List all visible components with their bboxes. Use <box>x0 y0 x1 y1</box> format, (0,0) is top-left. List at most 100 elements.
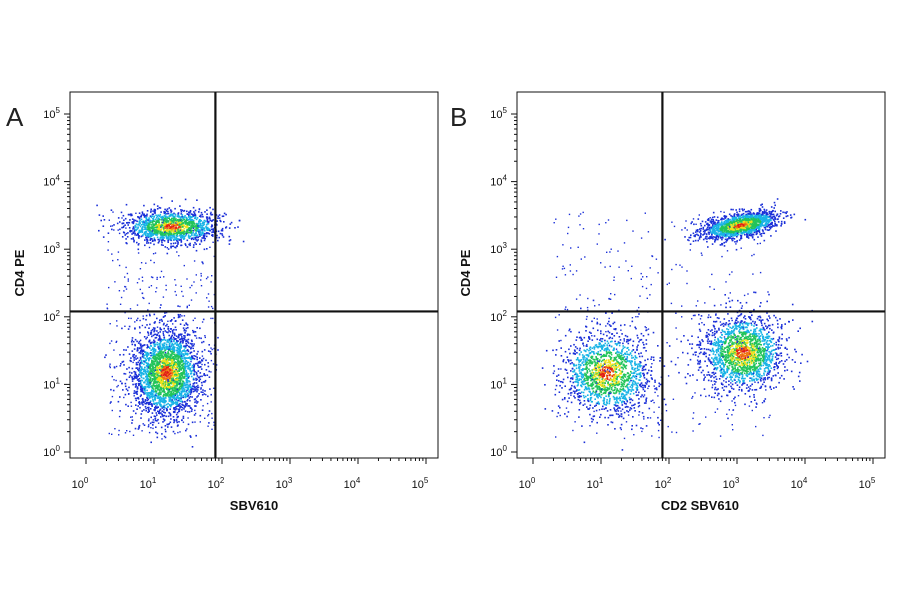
event-dot <box>188 237 191 239</box>
event-dot <box>136 241 138 244</box>
event-dot <box>152 350 154 353</box>
event-dot <box>167 320 169 322</box>
event-dot <box>149 347 151 349</box>
event-dot <box>153 415 156 417</box>
y-tick-label: 100 <box>43 444 60 459</box>
event-dot <box>171 334 174 337</box>
event-dot <box>180 385 182 387</box>
event-dot <box>138 367 141 369</box>
event-dot <box>153 329 156 331</box>
event-dot <box>170 238 172 241</box>
event-dot <box>210 401 212 403</box>
event-dot <box>160 196 163 199</box>
event-dot <box>178 218 181 221</box>
event-dot <box>173 217 176 219</box>
event-dot <box>151 221 154 224</box>
event-dot <box>192 219 195 222</box>
event-dot <box>154 402 157 405</box>
event-dot <box>161 339 163 341</box>
event-dot <box>126 236 129 238</box>
event-dot <box>207 227 209 230</box>
event-dot <box>113 366 116 369</box>
event-dot <box>172 223 174 226</box>
event-dot <box>175 354 178 357</box>
event-dot <box>149 367 151 369</box>
event-dot <box>169 397 172 400</box>
event-dot <box>750 208 753 211</box>
event-dot <box>185 360 187 362</box>
event-dot <box>162 236 164 239</box>
event-dot <box>736 240 738 243</box>
event-dot <box>181 400 183 403</box>
event-dot <box>144 221 147 224</box>
event-dot <box>195 218 198 221</box>
event-dot <box>186 388 189 390</box>
event-dot <box>168 411 170 414</box>
event-dot <box>200 216 202 218</box>
event-dot <box>143 354 146 357</box>
event-dot <box>150 363 152 365</box>
event-dot <box>142 391 145 394</box>
event-dot <box>171 372 174 374</box>
event-dot <box>111 433 113 435</box>
event-dot <box>164 377 166 379</box>
event-dot <box>145 262 147 264</box>
event-dot <box>162 352 165 354</box>
event-dot <box>208 216 211 219</box>
event-dot <box>221 215 224 218</box>
event-dot <box>195 371 198 374</box>
event-dot <box>183 315 186 317</box>
event-dot <box>186 226 188 228</box>
event-dot <box>185 342 187 345</box>
event-dot <box>159 369 161 371</box>
event-dot <box>160 225 162 227</box>
event-dot <box>156 341 159 344</box>
event-dot <box>206 402 209 405</box>
event-dot <box>166 409 168 412</box>
event-dot <box>157 384 160 387</box>
event-dot <box>721 218 723 221</box>
event-dot <box>180 228 183 231</box>
event-dot <box>159 375 162 377</box>
event-dot <box>148 327 150 329</box>
event-dot <box>202 229 204 231</box>
event-dot <box>173 233 175 236</box>
event-dot <box>152 234 154 237</box>
event-dot <box>166 373 169 376</box>
event-dot <box>183 264 185 267</box>
event-dot <box>160 383 163 385</box>
event-dot <box>207 293 210 295</box>
event-dot <box>147 353 150 355</box>
event-dot <box>179 305 181 308</box>
event-dot <box>197 223 199 225</box>
event-dot <box>155 358 158 360</box>
event-dot <box>185 330 187 332</box>
event-dot <box>187 405 189 407</box>
event-dot <box>184 198 187 201</box>
event-dot <box>194 398 197 400</box>
y-tick-label: 104 <box>43 174 60 189</box>
event-dot <box>159 408 162 411</box>
event-dot <box>149 366 151 368</box>
event-dot <box>206 374 209 376</box>
event-dot <box>149 352 152 354</box>
event-dot <box>154 350 157 352</box>
event-dot <box>180 218 182 221</box>
event-dot <box>196 402 198 404</box>
event-dot <box>162 415 164 418</box>
event-dot <box>153 237 156 239</box>
event-dot <box>197 384 199 387</box>
event-dot <box>153 372 155 374</box>
event-dot <box>144 400 147 402</box>
event-dot <box>124 217 127 220</box>
event-dot <box>176 403 178 405</box>
event-dot <box>153 220 156 223</box>
event-dot <box>711 234 713 236</box>
event-dot <box>157 358 160 360</box>
event-dot <box>173 365 175 367</box>
event-dot <box>121 382 123 385</box>
event-dot <box>199 361 202 364</box>
event-dot <box>229 239 232 241</box>
event-dot <box>193 236 195 239</box>
event-dot <box>201 321 204 323</box>
